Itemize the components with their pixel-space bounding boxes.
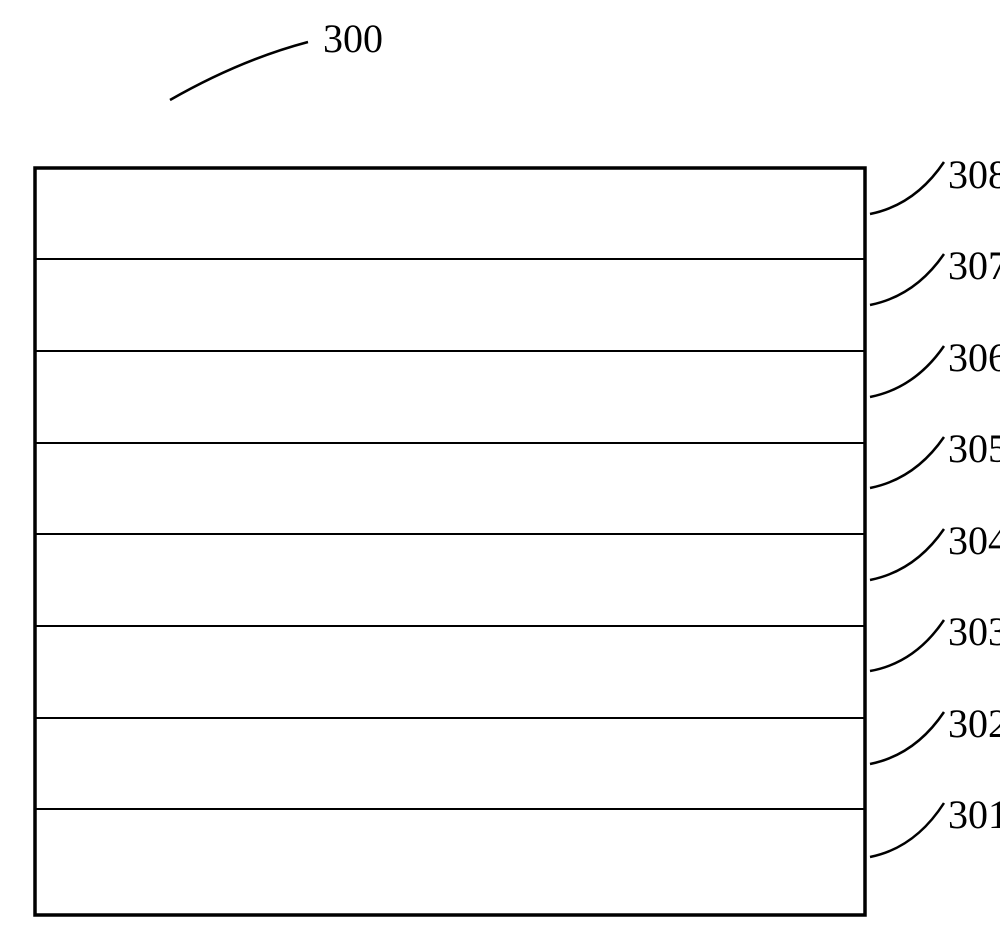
label-306: 306 xyxy=(948,335,1000,380)
label-308: 308 xyxy=(948,152,1000,197)
label-307: 307 xyxy=(948,243,1000,288)
label-304: 304 xyxy=(948,518,1000,563)
label-303: 303 xyxy=(948,609,1000,654)
background xyxy=(0,0,1000,949)
label-title: 300 xyxy=(323,16,383,61)
label-302: 302 xyxy=(948,701,1000,746)
label-301: 301 xyxy=(948,792,1000,837)
layer-diagram: 308 307 306 305 304 303 302 301 300 xyxy=(0,0,1000,949)
label-305: 305 xyxy=(948,426,1000,471)
